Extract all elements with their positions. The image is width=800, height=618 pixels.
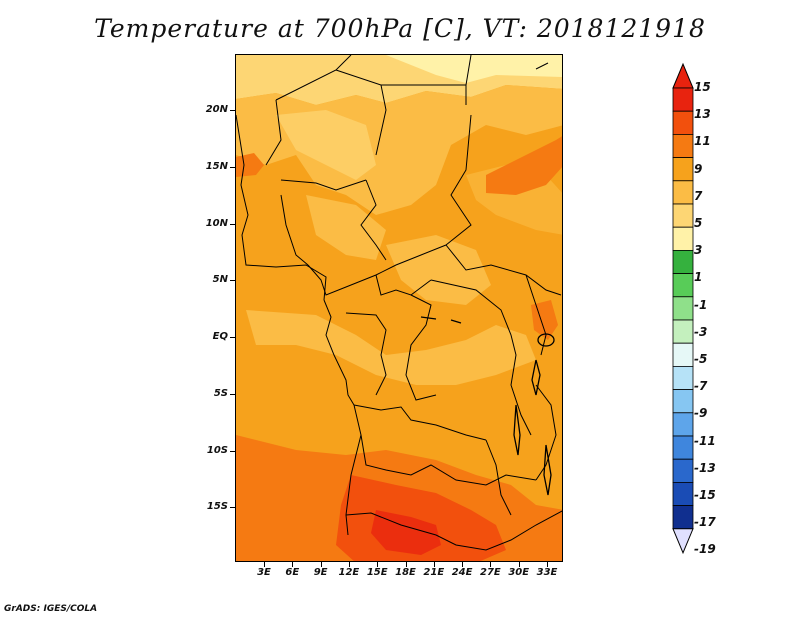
lat-tick [230, 451, 235, 452]
colorbar-box [672, 505, 694, 530]
colorbar-label: -19 [694, 542, 716, 557]
lon-label: 18E [395, 567, 416, 578]
colorbar-label: -17 [694, 515, 716, 530]
temperature-field [236, 55, 562, 561]
lon-tick [547, 562, 548, 567]
lon-label: 9E [313, 567, 328, 578]
field-5-7-sahel [276, 110, 376, 180]
lon-label: 12E [338, 567, 360, 578]
colorbar-box [672, 226, 694, 251]
temperature-map [235, 54, 563, 562]
red-sea-coast [535, 62, 549, 70]
colorbar-label: -15 [694, 488, 716, 502]
colorbar-box [672, 110, 694, 135]
lat-tick [230, 394, 235, 395]
lon-label: 30E [508, 567, 530, 578]
colorbar-under-triangle [672, 528, 694, 555]
lat-label: EQ [212, 331, 228, 342]
colorbar-over-triangle [672, 62, 694, 89]
colorbar [672, 62, 694, 555]
lon-tick [519, 562, 520, 567]
lat-label: 5S [213, 388, 228, 399]
borders [236, 55, 562, 551]
colorbar-box [672, 389, 694, 414]
colorbar-box [672, 342, 694, 367]
lat-label: 15S [206, 501, 228, 512]
colorbar-label: 9 [694, 161, 703, 176]
lon-label: 21E [423, 567, 445, 578]
lon-tick [406, 562, 407, 567]
colorbar-box [672, 157, 694, 182]
lon-label: 15E [366, 567, 388, 578]
lat-tick [230, 167, 235, 168]
lat-tick [230, 280, 235, 281]
lon-label: 6E [285, 567, 300, 578]
lon-tick [377, 562, 378, 567]
colorbar-label: -7 [694, 379, 708, 394]
colorbar-box [672, 273, 694, 298]
colorbar-box [672, 203, 694, 228]
lon-tick [264, 562, 265, 567]
colorbar-label: 3 [694, 243, 703, 258]
field-7-9-cameroon [306, 195, 386, 260]
lat-label: 15N [205, 161, 228, 172]
grads-credit: GrADS: IGES/COLA [4, 604, 98, 614]
colorbar-box [672, 296, 694, 321]
lon-tick [349, 562, 350, 567]
colorbar-box [672, 249, 694, 274]
lon-label: 3E [257, 567, 271, 578]
lon-label: 24E [451, 567, 473, 578]
lat-tick [230, 507, 235, 508]
lat-tick [230, 224, 235, 225]
colorbar-label: 1 [694, 270, 703, 285]
colorbar-box [672, 134, 694, 159]
colorbar-box [672, 458, 694, 483]
field-11-13-sudan [486, 136, 562, 195]
lon-tick [292, 562, 293, 567]
lon-tick [434, 562, 435, 567]
colorbar-label: 5 [694, 216, 703, 230]
colorbar-box [672, 481, 694, 506]
lon-tick [462, 562, 463, 567]
field-3-5 [386, 55, 562, 83]
colorbar-label: -11 [694, 433, 716, 448]
lat-tick [230, 337, 235, 338]
colorbar-box [672, 365, 694, 390]
lon-label: 33E [536, 567, 558, 578]
lat-label: 20N [205, 104, 228, 115]
colorbar-label: -1 [694, 297, 708, 312]
colorbar-label: -3 [694, 324, 708, 339]
colorbar-box [672, 180, 694, 205]
lakes [420, 316, 555, 496]
colorbar-label: 13 [694, 107, 711, 122]
colorbar-box [672, 435, 694, 460]
lon-label: 27E [480, 567, 501, 578]
field-7-9-equator [246, 310, 536, 385]
colorbar-box [672, 87, 694, 112]
lat-label: 5N [212, 274, 228, 285]
colorbar-label: 11 [694, 134, 711, 149]
field-15-plus [371, 510, 441, 555]
colorbar-label: -9 [694, 406, 708, 421]
colorbar-box [672, 412, 694, 437]
lat-label: 10N [205, 218, 228, 229]
colorbar-label: -13 [694, 460, 716, 475]
colorbar-label: -5 [694, 352, 708, 366]
map-title: Temperature at 700hPa [C], VT: 201812191… [94, 14, 706, 43]
lat-tick [230, 110, 235, 111]
lat-label: 10S [206, 445, 228, 456]
lon-tick [490, 562, 491, 567]
lon-tick [321, 562, 322, 567]
colorbar-label: 7 [694, 188, 703, 203]
colorbar-label: 15 [694, 80, 711, 94]
colorbar-box [672, 319, 694, 344]
